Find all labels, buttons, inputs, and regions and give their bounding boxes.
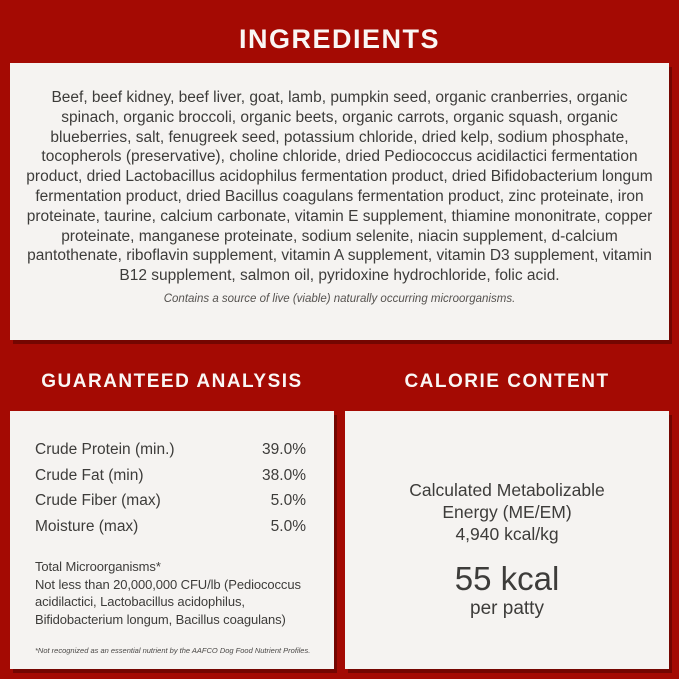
kcal-per-patty-value: 55 kcal xyxy=(454,560,560,597)
microorganisms-title: Total Microorganisms* xyxy=(35,559,161,574)
calorie-content-panel: Calculated Metabolizable Energy (ME/EM) … xyxy=(345,411,669,669)
metabolizable-energy-value: 4,940 kcal/kg xyxy=(455,524,559,544)
ingredients-title: INGREDIENTS xyxy=(238,24,441,54)
table-row: Crude Fat (min) 38.0% xyxy=(35,463,306,489)
calorie-content-title: CALORIE CONTENT xyxy=(404,371,610,392)
table-row: Crude Protein (min.) 39.0% xyxy=(35,437,306,463)
analysis-value: 39.0% xyxy=(262,441,306,458)
table-row: Crude Fiber (max) 5.0% xyxy=(35,488,306,514)
aafco-footnote: *Not recognized as an essential nutrient… xyxy=(35,646,311,655)
analysis-value: 5.0% xyxy=(270,517,306,535)
analysis-value: 38.0% xyxy=(262,466,306,484)
ingredients-list: Beef, beef kidney, beef liver, goat, lam… xyxy=(26,89,653,285)
kcal-per-patty-unit: per patty xyxy=(470,598,544,619)
microorganisms-detail: Not less than 20,000,000 CFU/lb (Pedioco… xyxy=(35,576,301,627)
metabolizable-energy-line2: Energy (ME/EM) xyxy=(442,502,572,522)
analysis-value: 5.0% xyxy=(270,492,306,509)
guaranteed-analysis-title: GUARANTEED ANALYSIS xyxy=(41,371,303,392)
analysis-label: Crude Fat (min) xyxy=(35,466,144,484)
ingredients-note: Contains a source of live (viable) natur… xyxy=(163,292,516,305)
guaranteed-analysis-panel: Crude Protein (min.) 39.0% Crude Fat (mi… xyxy=(10,411,334,669)
ingredients-panel: Beef, beef kidney, beef liver, goat, lam… xyxy=(10,63,669,340)
analysis-label: Crude Fiber (max) xyxy=(35,492,161,509)
analysis-label: Moisture (max) xyxy=(35,517,139,535)
microorganisms-block: Total Microorganisms* Not less than 20,0… xyxy=(35,558,322,628)
analysis-label: Crude Protein (min.) xyxy=(35,441,175,458)
analysis-table: Crude Protein (min.) 39.0% Crude Fat (mi… xyxy=(35,437,306,539)
metabolizable-energy-line1: Calculated Metabolizable xyxy=(409,480,605,500)
table-row: Moisture (max) 5.0% xyxy=(35,514,306,540)
